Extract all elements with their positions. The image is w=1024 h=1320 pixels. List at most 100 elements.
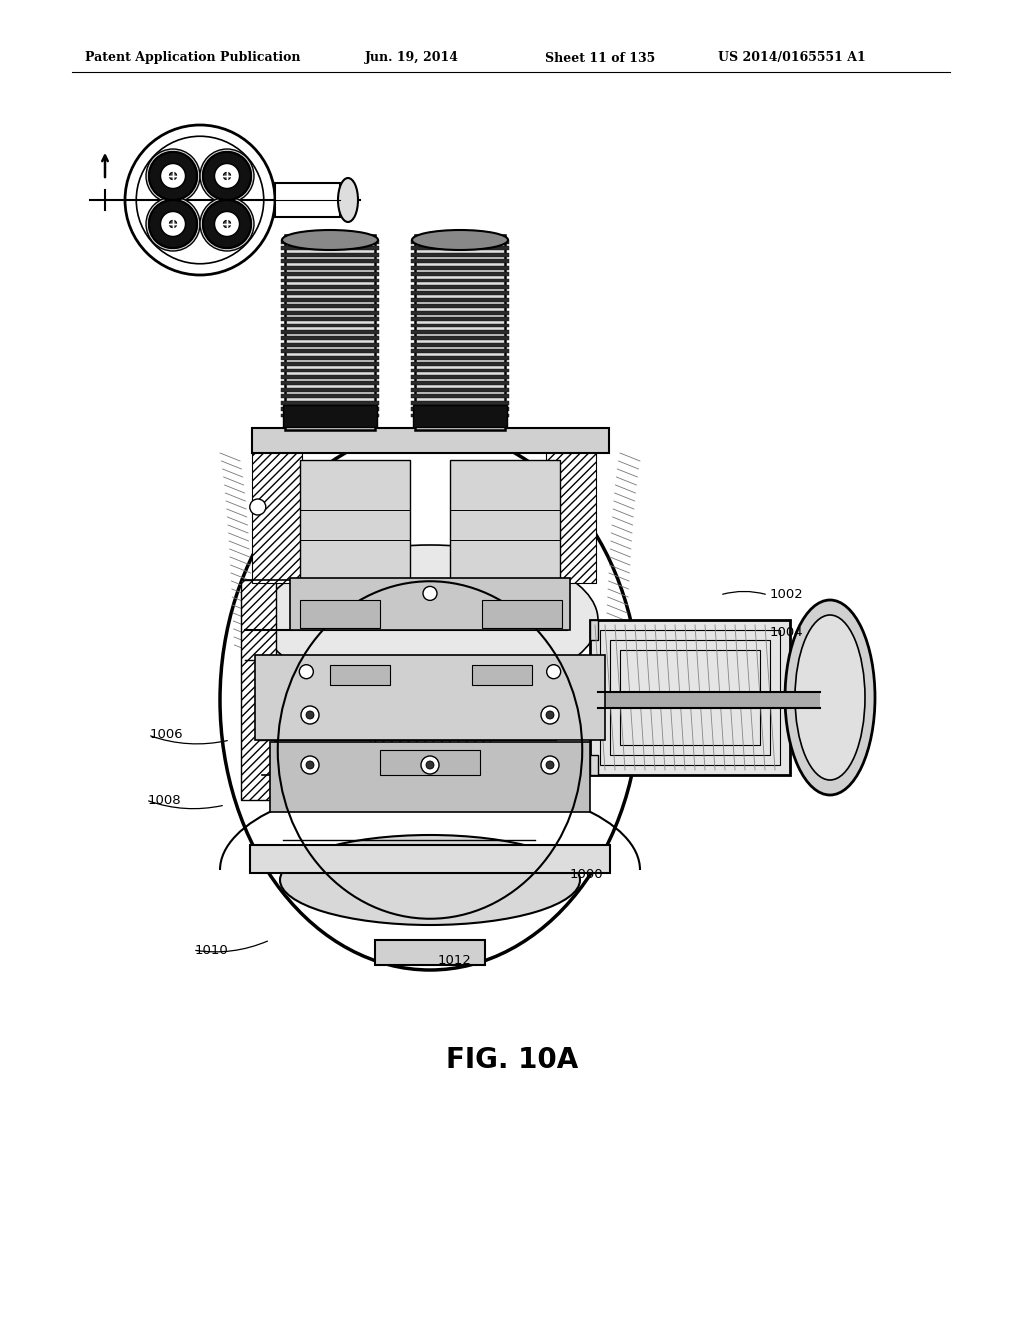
Circle shape bbox=[541, 706, 559, 723]
Bar bbox=[281, 337, 379, 341]
Circle shape bbox=[306, 762, 314, 770]
Circle shape bbox=[125, 125, 275, 275]
Bar bbox=[290, 578, 570, 630]
Circle shape bbox=[203, 201, 251, 248]
Circle shape bbox=[223, 173, 230, 180]
Bar bbox=[411, 292, 509, 296]
Bar bbox=[281, 362, 379, 366]
Bar bbox=[411, 337, 509, 341]
Circle shape bbox=[150, 201, 197, 248]
Circle shape bbox=[200, 197, 254, 251]
Circle shape bbox=[423, 586, 437, 601]
Bar bbox=[281, 292, 379, 296]
Bar bbox=[620, 649, 760, 744]
Bar bbox=[411, 253, 509, 256]
Circle shape bbox=[301, 706, 319, 723]
Bar bbox=[252, 428, 608, 453]
Circle shape bbox=[169, 173, 176, 180]
Bar bbox=[413, 405, 507, 426]
Circle shape bbox=[214, 211, 240, 236]
Circle shape bbox=[161, 211, 185, 236]
Bar bbox=[281, 343, 379, 347]
Circle shape bbox=[161, 164, 185, 189]
Bar bbox=[281, 279, 379, 282]
Circle shape bbox=[146, 149, 200, 203]
Circle shape bbox=[546, 711, 554, 719]
Bar bbox=[283, 405, 377, 426]
Bar bbox=[411, 285, 509, 289]
Bar bbox=[281, 350, 379, 354]
Bar bbox=[281, 388, 379, 392]
Bar bbox=[281, 247, 379, 251]
Bar bbox=[411, 240, 509, 244]
Bar bbox=[255, 655, 605, 741]
Bar bbox=[380, 750, 480, 775]
Ellipse shape bbox=[220, 430, 640, 970]
Bar bbox=[411, 368, 509, 372]
Bar bbox=[411, 381, 509, 385]
Text: 1010: 1010 bbox=[195, 944, 228, 957]
Bar bbox=[411, 388, 509, 392]
Circle shape bbox=[146, 197, 200, 251]
Circle shape bbox=[547, 665, 561, 678]
Bar bbox=[590, 620, 790, 775]
Bar bbox=[281, 375, 379, 379]
Bar bbox=[411, 317, 509, 321]
Circle shape bbox=[299, 665, 313, 678]
Bar bbox=[411, 407, 509, 411]
Text: Patent Application Publication: Patent Application Publication bbox=[85, 51, 300, 65]
Bar bbox=[281, 298, 379, 302]
Bar bbox=[300, 459, 410, 579]
Circle shape bbox=[169, 220, 176, 227]
Circle shape bbox=[161, 211, 185, 236]
Bar bbox=[270, 742, 590, 812]
Bar bbox=[598, 692, 820, 708]
Bar bbox=[281, 240, 379, 244]
Bar bbox=[370, 700, 490, 760]
Text: US 2014/0165551 A1: US 2014/0165551 A1 bbox=[718, 51, 865, 65]
Circle shape bbox=[495, 607, 508, 622]
Circle shape bbox=[351, 607, 366, 622]
Bar bbox=[472, 665, 532, 685]
Bar bbox=[411, 350, 509, 354]
Bar bbox=[281, 407, 379, 411]
Circle shape bbox=[214, 164, 240, 189]
Bar bbox=[411, 355, 509, 359]
Bar bbox=[281, 259, 379, 263]
Bar bbox=[411, 401, 509, 404]
Text: 1000: 1000 bbox=[570, 869, 603, 882]
Ellipse shape bbox=[785, 601, 874, 795]
Bar bbox=[281, 401, 379, 404]
Circle shape bbox=[169, 173, 176, 180]
Circle shape bbox=[421, 756, 439, 774]
Circle shape bbox=[301, 756, 319, 774]
Bar bbox=[411, 330, 509, 334]
Circle shape bbox=[200, 149, 254, 203]
Text: 1002: 1002 bbox=[770, 589, 804, 602]
Bar bbox=[281, 323, 379, 327]
Bar bbox=[411, 343, 509, 347]
Bar bbox=[281, 413, 379, 417]
Text: Sheet 11 of 135: Sheet 11 of 135 bbox=[545, 51, 655, 65]
Text: FIG. 10A: FIG. 10A bbox=[445, 1045, 579, 1074]
Bar bbox=[241, 579, 276, 800]
Bar bbox=[600, 630, 780, 766]
Bar bbox=[450, 459, 560, 579]
Bar bbox=[281, 305, 379, 308]
Text: 1012: 1012 bbox=[438, 953, 472, 966]
Bar bbox=[411, 305, 509, 308]
Circle shape bbox=[223, 220, 230, 227]
Bar bbox=[281, 317, 379, 321]
Bar bbox=[610, 640, 770, 755]
Bar bbox=[411, 310, 509, 314]
Circle shape bbox=[161, 164, 185, 189]
Bar bbox=[300, 601, 380, 628]
Bar bbox=[250, 845, 610, 873]
Text: Jun. 19, 2014: Jun. 19, 2014 bbox=[365, 51, 459, 65]
Text: 1008: 1008 bbox=[148, 793, 181, 807]
Circle shape bbox=[223, 173, 230, 180]
Bar bbox=[281, 253, 379, 256]
Bar bbox=[411, 247, 509, 251]
Bar bbox=[281, 265, 379, 269]
Ellipse shape bbox=[795, 615, 865, 780]
